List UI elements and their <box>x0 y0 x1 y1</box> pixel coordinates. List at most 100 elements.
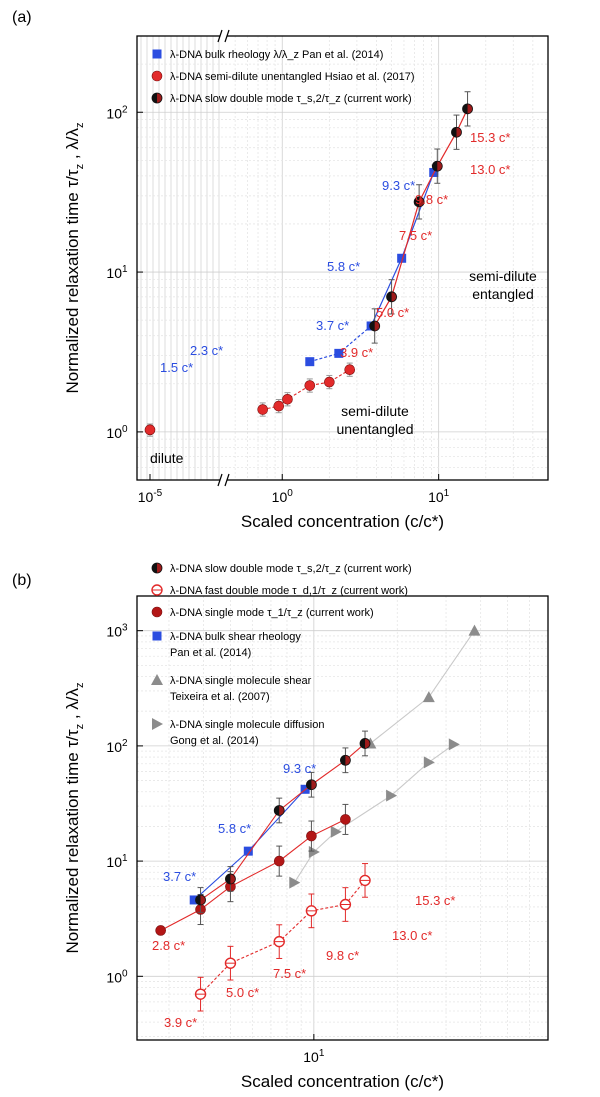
data-point <box>304 380 316 391</box>
fit-line <box>370 630 475 744</box>
legend-marker-b <box>152 631 162 641</box>
data-point <box>422 691 435 703</box>
axis-break-gap <box>220 474 227 486</box>
legend-marker-b <box>151 584 163 596</box>
data-point <box>451 126 462 138</box>
data-point <box>195 894 206 906</box>
legend-marker-a <box>151 92 163 104</box>
data-point-half <box>306 779 312 790</box>
legend-label-b-line2: Pan et al. (2014) <box>170 647 251 659</box>
annotation-b: 9.3 c* <box>283 761 316 776</box>
axis-break-gap <box>220 30 227 42</box>
data-point-half <box>369 320 375 331</box>
x-tick-label-a: 101 <box>428 488 450 505</box>
panel-label-a: (a) <box>12 9 32 26</box>
data-point <box>306 830 317 842</box>
data-point-half <box>386 291 392 302</box>
y-tick-label-b: 100 <box>106 968 128 985</box>
legend-label-b-line2: Gong et al. (2014) <box>170 735 259 747</box>
axis-break-mark <box>217 29 223 43</box>
series-single-molecule-shear <box>364 624 481 749</box>
annotation-a: 9.3 c* <box>382 178 415 193</box>
data-point <box>273 805 285 816</box>
series-fast-double <box>194 863 371 1012</box>
axis-break-mark <box>224 29 230 43</box>
data-point <box>339 898 352 911</box>
panel-b: (b) 100 101 102 103 101 Scaled concentration (… <box>12 562 549 1091</box>
legend-b: λ-DNA slow double mode τ_s,2/τ_z (curren… <box>151 562 412 747</box>
series-slow-double <box>195 730 371 913</box>
y-tick-label-a: 102 <box>106 104 128 121</box>
dilute-region-grid <box>140 36 220 480</box>
annotation-a: 2.3 c* <box>190 343 223 358</box>
data-point-half <box>432 161 438 172</box>
annotation-a: 9.8 c* <box>415 192 448 207</box>
data-point-half <box>274 805 280 816</box>
series-single-molecule-diffusion <box>289 738 460 889</box>
y-tick-label-a: 100 <box>106 424 128 441</box>
annotation-b: 3.7 c* <box>163 869 196 884</box>
plot-frame-b <box>136 595 549 1041</box>
annotation-b: 5.8 c* <box>218 821 251 836</box>
x-tick-label-b: 101 <box>303 1048 325 1065</box>
x-tick-label-a: 100 <box>272 488 294 505</box>
data-point-half <box>340 755 346 766</box>
data-point <box>423 756 435 769</box>
y-axis-label-a: Normalized relaxation time τ/τz , λ/λz <box>63 122 86 393</box>
legend-marker-b-half <box>152 563 157 573</box>
data-point-half <box>451 127 457 138</box>
data-point <box>324 376 335 388</box>
axis-break-mark <box>217 473 223 487</box>
annotation-a: 7.5 c* <box>399 228 432 243</box>
legend-label-b: λ-DNA slow double mode τ_s,2/τ_z (curren… <box>170 563 412 575</box>
region-label-unentangled: semi-dilute <box>341 403 409 419</box>
panel-a: (a) 100 101 102 10-5 100 101 Scaled concentrati… <box>12 9 549 531</box>
data-point <box>431 160 443 172</box>
data-point <box>273 400 285 412</box>
legend-label-b-line2: Teixeira et al. (2007) <box>170 691 270 703</box>
data-point <box>340 754 351 766</box>
legend-label-a: λ-DNA slow double mode τ_s,2/τ_z (curren… <box>170 93 412 105</box>
y-tick-label-b: 101 <box>106 853 128 870</box>
legend-a: λ-DNA bulk rheology λ/λ_z Pan et al. (20… <box>151 49 415 105</box>
legend-marker-a-half <box>152 93 157 103</box>
data-point <box>189 895 199 905</box>
data-point <box>344 364 356 375</box>
legend-label-b: λ-DNA fast double mode τ_d,1/τ_z (curren… <box>170 585 408 597</box>
annotation-b: 5.0 c* <box>226 985 259 1000</box>
data-point-half <box>195 894 201 905</box>
y-tick-label-b: 103 <box>106 623 128 640</box>
x-axis-label-b: Scaled concentration (c/c*) <box>241 1072 444 1091</box>
legend-marker-a <box>152 49 162 59</box>
data-point <box>340 814 351 825</box>
panel-label-b: (b) <box>12 572 32 589</box>
annotation-a: 5.8 c* <box>327 259 360 274</box>
data-point-half <box>462 103 468 114</box>
data-point <box>224 957 237 969</box>
axis-break-mark <box>224 473 230 487</box>
data-point-half <box>414 196 420 207</box>
annotation-a: 3.9 c* <box>340 345 373 360</box>
data-point <box>225 873 236 885</box>
y-axis-label-b: Normalized relaxation time τ/τz , λ/λz <box>63 682 86 953</box>
legend-marker-b <box>151 674 163 685</box>
data-point <box>397 253 407 263</box>
data-point <box>289 876 301 889</box>
legend-label-b: λ-DNA single mode τ_1/τ_z (current work) <box>170 607 374 619</box>
legend-marker-a <box>151 70 163 82</box>
data-point <box>448 738 460 751</box>
legend-label-a: λ-DNA bulk rheology λ/λ_z Pan et al. (20… <box>170 49 383 61</box>
legend-label-b: λ-DNA single molecule shear <box>170 675 312 687</box>
x-axis-label-a: Scaled concentration (c/c*) <box>241 512 444 531</box>
annotation-a: 15.3 c* <box>470 130 510 145</box>
data-point <box>334 348 344 358</box>
data-point <box>305 357 315 367</box>
annotation-b: 2.8 c* <box>152 938 185 953</box>
y-tick-label-a: 101 <box>106 264 128 281</box>
data-point <box>282 393 293 405</box>
data-point <box>273 855 285 867</box>
region-label-entangled: entangled <box>472 286 534 302</box>
data-point <box>305 905 318 917</box>
legend-label-a: λ-DNA semi-dilute unentangled Hsiao et a… <box>170 71 415 83</box>
